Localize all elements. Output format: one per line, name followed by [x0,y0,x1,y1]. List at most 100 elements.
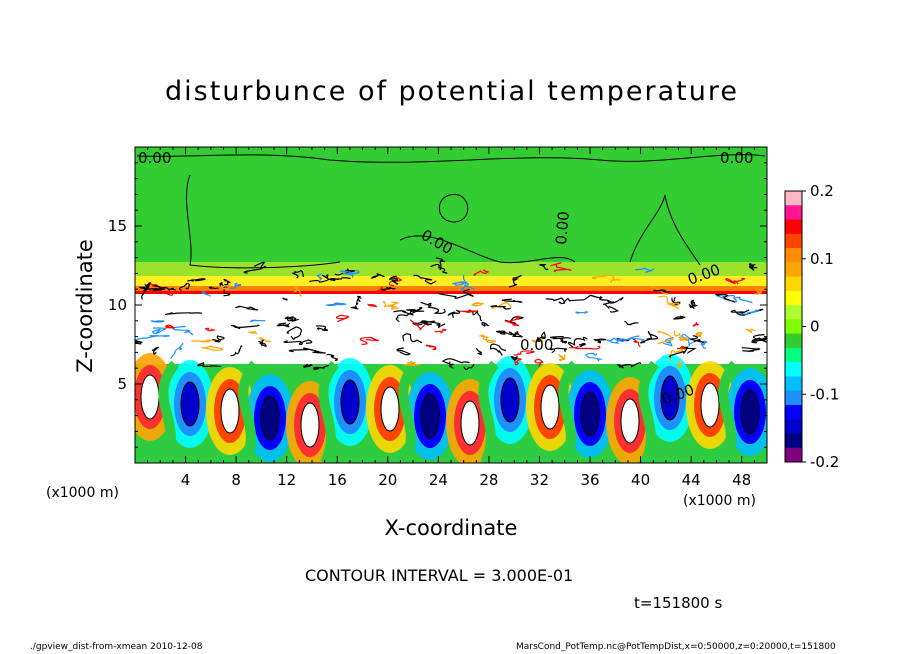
convective-cell [700,382,720,428]
contour-line [629,194,701,266]
colorbar-swatch [785,419,802,434]
contour-scribble [575,311,589,315]
contour-scribble [550,262,572,273]
contour-scribble [585,352,602,362]
x-tick-label: 44 [682,471,701,489]
contour-scribble [231,324,260,330]
contour-scribble [441,358,470,364]
x-tick-label: 20 [378,471,397,489]
contour-scribble [754,287,767,295]
contour-scribble [396,347,411,356]
contour-scribble [235,305,259,311]
contour-scribble [248,331,258,334]
contour-scribble [591,274,621,283]
convective-cell [260,395,280,441]
contour-scribble [513,350,535,356]
contour-scribble [153,284,176,293]
contour-scribble [568,345,601,350]
contour-scribble [452,281,475,291]
convective-cell [340,379,360,425]
contour-scribble [563,294,602,304]
contour-scribble [663,336,674,347]
contour-scribble [599,296,624,304]
contour-scribble [692,321,700,327]
contour-scribble [657,331,675,345]
colorbar-tick-label: -0.1 [810,385,839,403]
contour-scribble [413,274,437,285]
contour-scribble [178,282,190,291]
colorbar-swatch [785,347,802,363]
contour-scribble [463,364,475,370]
colorbar-swatch [785,390,802,406]
convective-streak [158,360,180,463]
convective-cell [660,375,680,421]
contour-scribble [230,345,243,357]
contour-scribble [327,277,351,282]
colorbar-tick-label: 0 [810,318,820,336]
contour-scribble [212,335,225,343]
convective-cell [620,398,640,444]
contour-scribble [303,363,313,368]
contour-scribble [223,278,231,286]
contour-scribble [292,270,304,279]
contour-scribble [653,289,671,293]
x-axis: 4 8 12 16 20 24 28 32 36 40 44 48 [147,147,755,489]
contour-scribble [448,363,454,369]
convective-streak [558,360,580,463]
contour-scribble [658,295,680,310]
contour-scribble [382,301,400,310]
footer-source-label: MarsCond_PotTemp.nc@PotTempDist,x=0:5000… [516,642,836,652]
contour-scribble [388,275,399,285]
convective-cell [740,389,760,435]
contour-scribble [204,327,216,332]
x-unit-label: (x1000 m) [683,493,756,509]
contour-scribble [669,348,686,362]
contour-scribble [145,288,166,291]
colorbar-swatch [785,290,802,306]
contour-scribble [447,309,461,319]
colorbar-swatch [785,376,802,392]
contour-scribble [316,273,323,281]
y-unit-label: (x1000 m) [46,485,119,501]
x-tick-label: 32 [530,471,549,489]
contour-scribble [688,301,698,309]
contour-scribble [425,344,437,351]
contour-scribble [258,339,267,347]
contour-line [399,235,576,264]
convective-cell [300,402,320,448]
contour-scribble [284,315,299,322]
colorbar-swatch [785,191,802,206]
colorbar-swatch [785,205,802,221]
contour-label: 0.00 [520,336,553,354]
contour-scribble [388,286,396,290]
y-tick-label: 15 [108,217,127,235]
x-tick-label: 28 [479,471,498,489]
contour-scribble [751,334,767,344]
contour-line [136,154,766,163]
contour-scribble [218,281,231,297]
contour-scribble [534,358,544,368]
contour-scribble [434,328,447,334]
contour-scribble [437,323,446,329]
contour-scribble [334,268,356,276]
footer-script-label: ./gpview_dist-from-xmean 2010-12-08 [30,642,203,652]
contour-scribble [748,263,758,271]
x-tick-label: 12 [277,471,296,489]
contour-scribble [539,263,549,271]
contour-scribble [617,335,645,343]
contour-line [438,194,469,223]
y-tick-label: 5 [117,375,127,393]
contour-scribble [716,293,736,302]
contour-scribble [675,361,683,369]
contour-scribble [673,330,689,342]
contour-scribble [243,261,266,274]
colorbar-swatch [785,233,802,249]
contour-scribble [370,273,385,279]
contour-scribble [510,355,519,361]
contour-scribble [388,275,402,287]
contour-scribble [165,312,203,315]
contour-scribble [259,336,271,343]
convective-cell [580,391,600,437]
contour-scribble [141,283,152,300]
contour-scribble [640,330,659,344]
